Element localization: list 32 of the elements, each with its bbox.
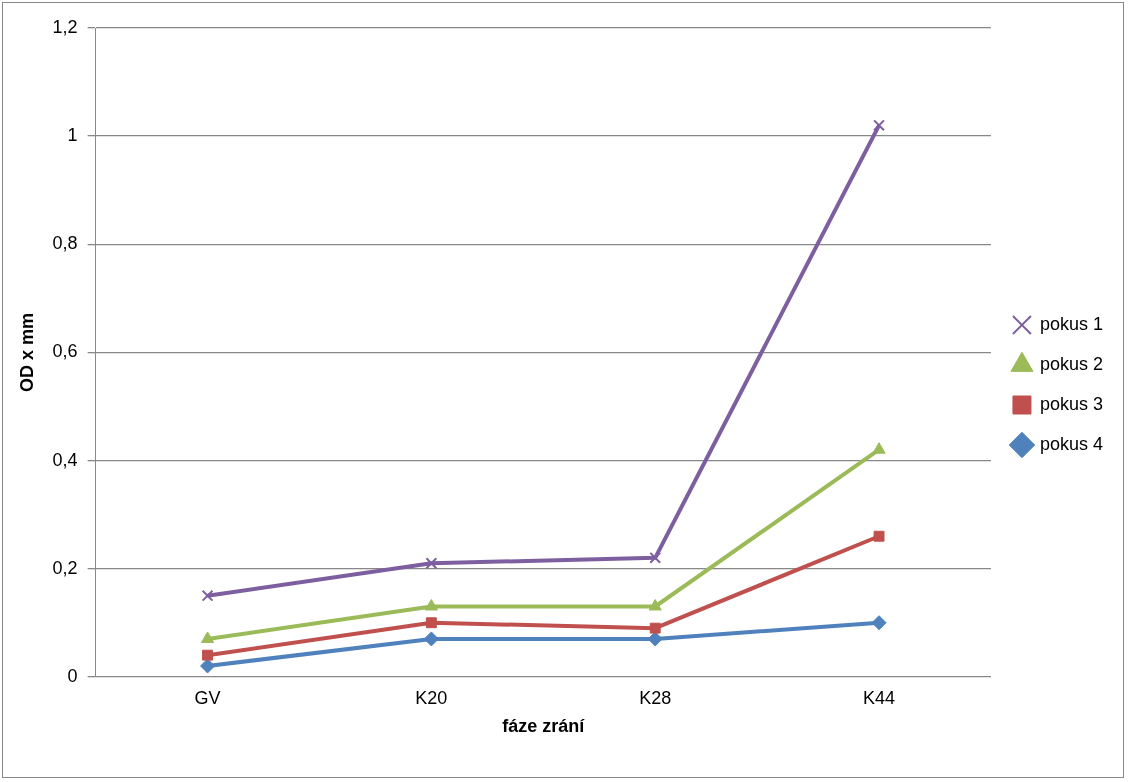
- point: [649, 622, 661, 634]
- x-tick-label: K28: [639, 687, 672, 708]
- point: [872, 442, 886, 454]
- x-tick-label: K44: [863, 687, 896, 708]
- y-tick-label: 0,6: [52, 341, 78, 362]
- point: [201, 589, 214, 602]
- y-tick-label: 0,8: [52, 233, 78, 254]
- legend-label: pokus 2: [1039, 353, 1103, 374]
- point: [871, 615, 887, 631]
- y-tick-label: 0,2: [52, 557, 78, 578]
- point: [200, 658, 216, 674]
- x-tick-label: K20: [415, 687, 448, 708]
- legend-label: pokus 3: [1039, 393, 1103, 414]
- x-axis-title: fáze zrání: [502, 716, 586, 737]
- point: [873, 119, 885, 132]
- point: [648, 599, 662, 611]
- legend-label: pokus 1: [1039, 313, 1103, 334]
- legend-label: pokus 4: [1039, 433, 1103, 454]
- point: [649, 551, 662, 564]
- y-tick-label: 0: [67, 665, 78, 686]
- point: [873, 530, 885, 542]
- point: [202, 649, 213, 661]
- y-tick-label: 1,2: [52, 16, 78, 37]
- point: [200, 631, 215, 643]
- x-tick-label: GV: [194, 687, 221, 708]
- point: [423, 631, 439, 647]
- y-axis-title: OD x mm: [16, 312, 37, 392]
- y-tick-label: 1: [67, 125, 78, 146]
- point: [424, 599, 438, 611]
- y-tick-label: 0,4: [52, 449, 78, 470]
- point: [425, 617, 437, 629]
- point: [425, 557, 438, 570]
